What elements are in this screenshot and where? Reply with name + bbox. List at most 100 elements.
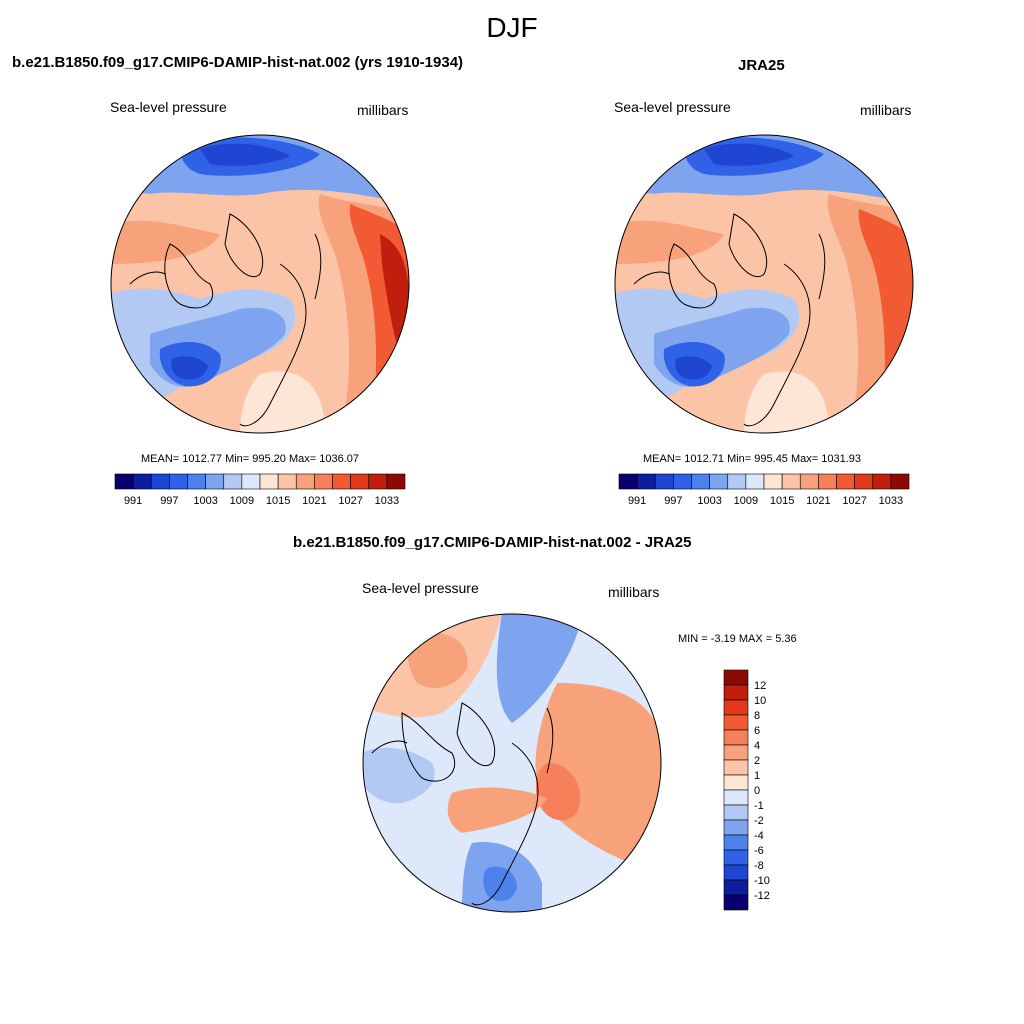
neutral-pressure-region: [744, 371, 829, 433]
colorbar-swatch: [818, 473, 837, 490]
negative-anomaly-region: [363, 747, 435, 804]
colorbar-swatch: [745, 473, 765, 490]
colorbar-swatch: [636, 473, 656, 490]
colorbar-tick-label: 1015: [770, 495, 794, 507]
panel-2-units-label: millibars: [860, 102, 912, 118]
map-border: [614, 134, 914, 434]
colorbar-tick-label: 991: [628, 495, 646, 507]
colorbar-swatch: [723, 669, 749, 686]
coastlines: [371, 702, 554, 906]
colorbar-swatch: [673, 473, 692, 490]
colorbar-swatch: [332, 473, 351, 490]
colorbar-swatch: [223, 473, 243, 490]
colorbar-swatch: [723, 729, 749, 746]
positive-anomaly-core: [407, 631, 468, 688]
colorbar-swatch: [723, 789, 749, 806]
positive-anomaly-core: [535, 763, 581, 821]
low-pressure-core: [200, 143, 290, 166]
colorbar-tick-label: 1027: [842, 495, 866, 507]
colorbar-swatch: [205, 473, 225, 490]
colorbar-tick-label: 1015: [266, 495, 290, 507]
panel-1-title: b.e21.B1850.f09_g17.CMIP6-DAMIP-hist-nat…: [12, 54, 464, 71]
panel-3-title: b.e21.B1850.f09_g17.CMIP6-DAMIP-hist-nat…: [293, 534, 692, 551]
coastlines: [633, 213, 826, 427]
colorbar-tick-label: 997: [664, 495, 682, 507]
colorbar-swatch: [723, 894, 749, 911]
colorbar-tick-label: 10: [754, 695, 766, 707]
colorbar-swatch: [799, 473, 819, 490]
panel-2-stats: MEAN= 1012.71 Min= 995.45 Max= 1031.93: [643, 453, 862, 465]
figure-title: DJF: [486, 12, 538, 43]
map-border: [110, 134, 410, 434]
colorbar-swatch: [836, 473, 855, 490]
negative-anomaly-region: [496, 614, 582, 723]
colorbar-swatch: [727, 473, 747, 490]
panel-3-stats: MIN = -3.19 MAX = 5.36: [678, 633, 797, 645]
colorbar-tick-label: 1021: [302, 495, 326, 507]
colorbar-swatch: [890, 473, 910, 490]
panel-1-colorbar: 991 997 1003 1009 1015 1021 1027 1033: [114, 473, 406, 507]
colorbar-swatch: [781, 473, 801, 490]
colorbar-swatch: [763, 473, 783, 490]
colorbar-tick-label: 1003: [193, 495, 217, 507]
colorbar-swatch: [654, 473, 674, 490]
panel-2-variable-label: Sea-level pressure: [614, 99, 731, 115]
colorbar-tick-label: 1009: [734, 495, 758, 507]
colorbar-swatch: [691, 473, 710, 490]
colorbar-tick-label: 1033: [375, 495, 399, 507]
colorbar-tick-label: 1021: [806, 495, 830, 507]
colorbar-tick-label: 1003: [697, 495, 721, 507]
colorbar-tick-label: 997: [160, 495, 178, 507]
colorbar-swatch: [169, 473, 188, 490]
colorbar-swatch: [723, 774, 749, 791]
colorbar-swatch: [709, 473, 729, 490]
colorbar-tick-label: -8: [754, 860, 764, 872]
positive-anomaly-region: [535, 683, 661, 873]
colorbar-swatch: [314, 473, 333, 490]
colorbar-swatch: [295, 473, 315, 490]
colorbar-tick-label: 2: [754, 755, 760, 767]
neutral-pressure-region: [240, 371, 325, 433]
colorbar-swatch: [187, 473, 206, 490]
colorbar-swatch: [723, 744, 749, 761]
high-pressure-region: [615, 220, 724, 264]
panel-1-stats: MEAN= 1012.77 Min= 995.20 Max= 1036.07: [141, 453, 360, 465]
colorbar-swatch: [386, 473, 406, 490]
colorbar-swatch: [350, 473, 370, 490]
colorbar-swatch: [723, 819, 749, 836]
colorbar-swatch: [259, 473, 279, 490]
colorbar-tick-label: 6: [754, 725, 760, 737]
colorbar-swatch: [723, 714, 749, 731]
panel-1-units-label: millibars: [357, 102, 409, 118]
colorbar-tick-label: 0: [754, 785, 760, 797]
colorbar-tick-label: -2: [754, 815, 764, 827]
colorbar-swatch: [368, 473, 388, 490]
colorbar-swatch: [723, 684, 749, 701]
panel-3-variable-label: Sea-level pressure: [362, 580, 479, 596]
colorbar-swatch: [854, 473, 874, 490]
colorbar-swatch: [872, 473, 892, 490]
colorbar-swatch: [277, 473, 297, 490]
panel-1-variable-label: Sea-level pressure: [110, 99, 227, 115]
low-pressure-core: [704, 143, 794, 166]
colorbar-tick-label: 1033: [879, 495, 903, 507]
colorbar-tick-label: 4: [754, 740, 760, 752]
colorbar-tick-label: 1009: [230, 495, 254, 507]
colorbar-swatch: [723, 864, 749, 881]
map-border: [362, 613, 662, 913]
colorbar-tick-label: 12: [754, 680, 766, 692]
panel-1-polar-map: [110, 134, 410, 434]
colorbar-tick-label: -10: [754, 875, 770, 887]
colorbar-swatch: [723, 759, 749, 776]
low-pressure-core: [171, 356, 208, 380]
negative-anomaly-core: [483, 866, 517, 902]
colorbar-tick-label: -6: [754, 845, 764, 857]
coastlines: [129, 213, 322, 427]
colorbar-tick-label: 991: [124, 495, 142, 507]
colorbar-tick-label: -12: [754, 890, 770, 902]
colorbar-swatch: [723, 879, 749, 896]
positive-anomaly-region: [447, 787, 547, 833]
colorbar-swatch: [723, 699, 749, 716]
colorbar-swatch: [723, 834, 749, 851]
